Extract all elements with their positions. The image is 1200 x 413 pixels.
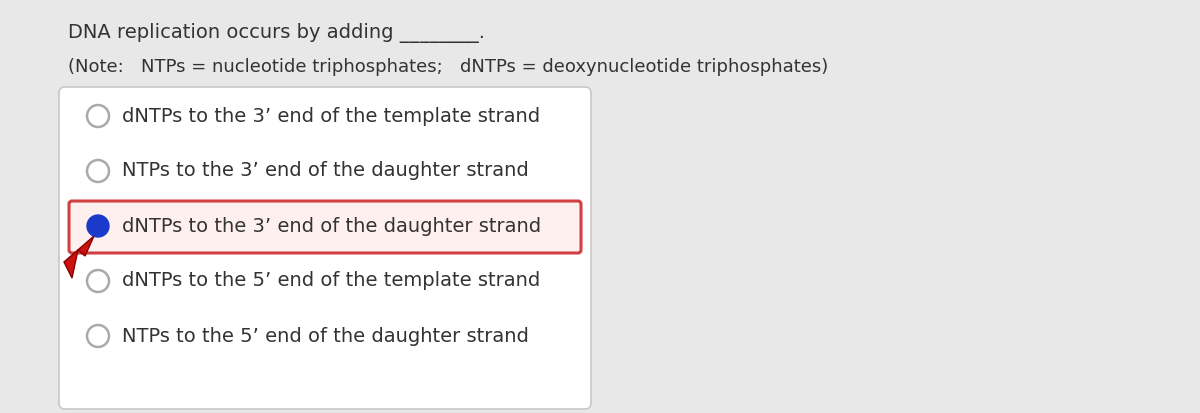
Text: dNTPs to the 3’ end of the daughter strand: dNTPs to the 3’ end of the daughter stra… xyxy=(122,216,541,235)
Text: (Note:   NTPs = nucleotide triphosphates;   dNTPs = deoxynucleotide triphosphate: (Note: NTPs = nucleotide triphosphates; … xyxy=(68,58,828,76)
Text: dNTPs to the 3’ end of the template strand: dNTPs to the 3’ end of the template stra… xyxy=(122,107,540,126)
Polygon shape xyxy=(64,236,94,278)
Circle shape xyxy=(88,215,109,237)
Text: NTPs to the 5’ end of the daughter strand: NTPs to the 5’ end of the daughter stran… xyxy=(122,327,529,346)
Text: dNTPs to the 5’ end of the template strand: dNTPs to the 5’ end of the template stra… xyxy=(122,271,540,290)
Text: DNA replication occurs by adding ________.: DNA replication occurs by adding _______… xyxy=(68,23,485,43)
FancyBboxPatch shape xyxy=(70,201,581,253)
FancyBboxPatch shape xyxy=(59,87,592,409)
Text: NTPs to the 3’ end of the daughter strand: NTPs to the 3’ end of the daughter stran… xyxy=(122,161,529,180)
